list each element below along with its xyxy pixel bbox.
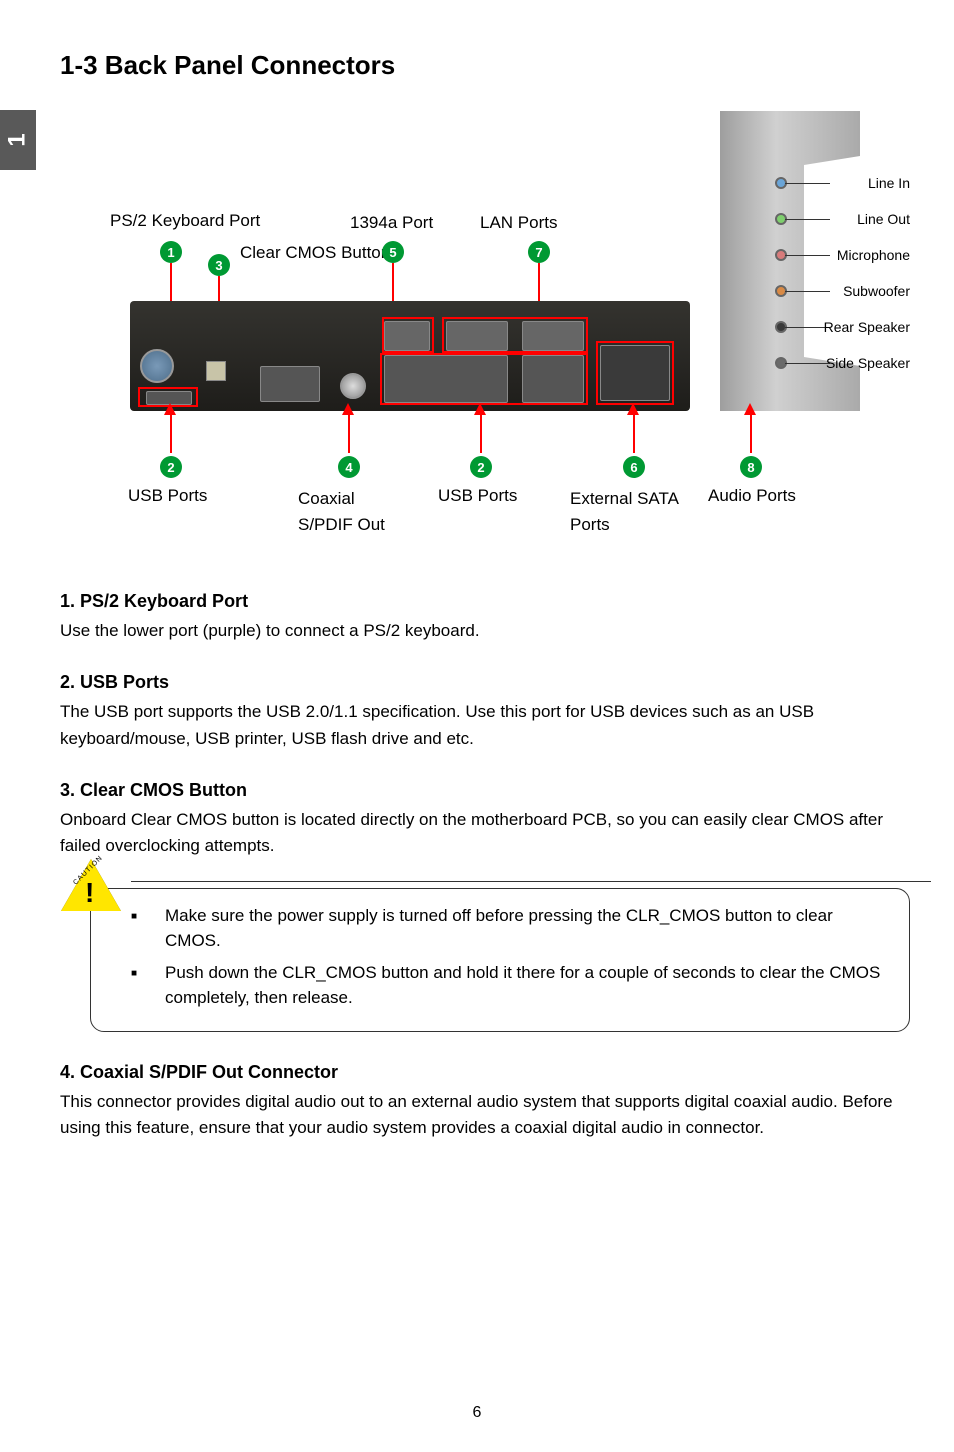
chapter-tab: 1 (0, 110, 36, 170)
section-3: 3. Clear CMOS Button Onboard Clear CMOS … (60, 780, 894, 860)
clr-cmos-button-icon (206, 361, 226, 381)
arrow-line (170, 413, 172, 453)
section-1: 1. PS/2 Keyboard Port Use the lower port… (60, 591, 894, 644)
label-lan: LAN Ports (480, 213, 557, 233)
badge-2: 2 (160, 456, 182, 478)
badge-4: 4 (338, 456, 360, 478)
arrow-line (480, 413, 482, 453)
arrow-line (392, 263, 394, 303)
label-line-in: Line In (868, 175, 910, 191)
badge-5: 5 (382, 241, 404, 263)
label-1394a: 1394a Port (350, 213, 433, 233)
chapter-tab-number: 1 (4, 133, 32, 146)
arrow-head (164, 403, 176, 415)
arrow-head (744, 403, 756, 415)
label-side-speaker: Side Speaker (826, 355, 910, 371)
label-usb-ports-2: USB Ports (438, 486, 517, 506)
section-3-title: 3. Clear CMOS Button (60, 780, 894, 801)
badge-7: 7 (528, 241, 550, 263)
caution-item-2: Push down the CLR_CMOS button and hold i… (131, 960, 893, 1011)
section-1-title: 1. PS/2 Keyboard Port (60, 591, 894, 612)
badge-2b: 2 (470, 456, 492, 478)
leader-line (785, 219, 830, 220)
section-4: 4. Coaxial S/PDIF Out Connector This con… (60, 1062, 894, 1142)
spdif-port-icon (340, 373, 366, 399)
panel-photo (130, 301, 690, 411)
page-number: 6 (473, 1404, 482, 1422)
highlight-box (442, 317, 588, 353)
caution-item-1: Make sure the power supply is turned off… (131, 903, 893, 954)
arrow-head (474, 403, 486, 415)
label-clr-cmos-text: Clear CMOS Button (240, 243, 390, 262)
section-2-body: The USB port supports the USB 2.0/1.1 sp… (60, 699, 894, 752)
badge-1: 1 (160, 241, 182, 263)
arrow-line (538, 263, 540, 303)
label-subwoofer: Subwoofer (843, 283, 910, 299)
badge-3: 3 (208, 254, 230, 276)
highlight-box (382, 317, 434, 353)
divider-line (131, 881, 931, 882)
arrow-head (627, 403, 639, 415)
label-clr-cmos: Clear CMOS Button (240, 241, 390, 265)
label-audio-ports: Audio Ports (708, 486, 796, 506)
label-usb-ports: USB Ports (128, 486, 207, 506)
caution-box: CAUTION Make sure the power supply is tu… (90, 888, 910, 1032)
section-2-title: 2. USB Ports (60, 672, 894, 693)
badge-8: 8 (740, 456, 762, 478)
label-microphone: Microphone (837, 247, 910, 263)
leader-line (785, 363, 830, 364)
arrow-line (750, 413, 752, 453)
back-panel-diagram: PS/2 Keyboard Port Clear CMOS Button 139… (60, 111, 900, 551)
label-ps2: PS/2 Keyboard Port (110, 211, 260, 231)
highlight-box (380, 353, 588, 405)
section-title: 1-3 Back Panel Connectors (60, 50, 894, 81)
arrow-head (342, 403, 354, 415)
label-esata: External SATA Ports (570, 486, 700, 537)
leader-line (785, 291, 830, 292)
section-1-body: Use the lower port (purple) to connect a… (60, 618, 894, 644)
arrow-line (218, 276, 220, 304)
section-4-body: This connector provides digital audio ou… (60, 1089, 894, 1142)
leader-line (785, 255, 830, 256)
section-4-title: 4. Coaxial S/PDIF Out Connector (60, 1062, 894, 1083)
arrow-line (633, 413, 635, 453)
arrow-line (348, 413, 350, 453)
ps2-port-icon (140, 349, 174, 383)
badge-6: 6 (623, 456, 645, 478)
usb-stack-icon (260, 366, 320, 402)
label-coaxial-spdif: Coaxial S/PDIF Out (298, 486, 408, 537)
highlight-box (596, 341, 674, 405)
section-2: 2. USB Ports The USB port supports the U… (60, 672, 894, 752)
label-rear-speaker: Rear Speaker (824, 319, 910, 335)
section-3-body: Onboard Clear CMOS button is located dir… (60, 807, 894, 860)
label-line-out: Line Out (857, 211, 910, 227)
leader-line (785, 183, 830, 184)
arrow-line (170, 263, 172, 303)
